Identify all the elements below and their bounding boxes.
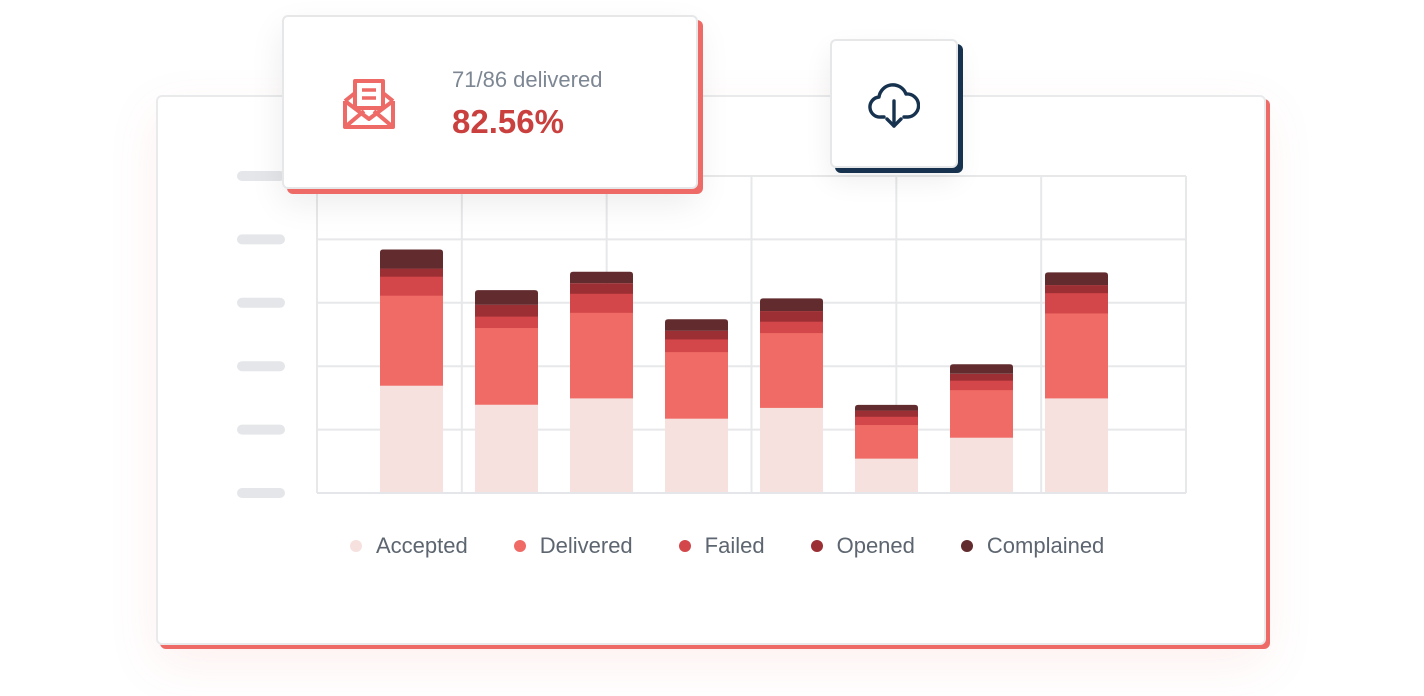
bar-segment-accepted: [570, 397, 633, 494]
y-tick-placeholder: [237, 424, 285, 435]
bar-segment-failed: [1045, 292, 1108, 314]
bar-segment-accepted: [855, 458, 918, 494]
stacked-bar-chart: [237, 171, 1187, 498]
bar-segment-complained: [380, 249, 443, 269]
legend-swatch: [350, 540, 362, 552]
bar-segment-delivered: [1045, 312, 1108, 399]
bar-segment-accepted: [1045, 397, 1108, 494]
legend-label: Delivered: [539, 533, 633, 558]
bar-segment-complained: [570, 271, 633, 284]
legend-label: Failed: [704, 533, 765, 558]
bar-segment-opened: [950, 373, 1013, 381]
y-tick-placeholder: [237, 361, 285, 372]
legend-swatch: [513, 540, 526, 552]
bar-segment-opened: [665, 330, 728, 340]
bar-segment-failed: [570, 293, 633, 313]
legend-item-opened: Opened: [810, 533, 915, 559]
download-button[interactable]: [830, 39, 958, 168]
envelope-icon: [343, 79, 395, 129]
bar-segment-accepted: [380, 385, 443, 494]
cloud-download-icon: [868, 83, 920, 128]
bar-segment-complained: [855, 404, 918, 411]
bar-segment-complained: [475, 290, 538, 305]
bar-segment-opened: [380, 268, 443, 277]
bar-segment-failed: [475, 316, 538, 329]
legend-item-accepted: Accepted: [350, 533, 468, 559]
bar-segment-complained: [950, 364, 1013, 374]
legend-swatch: [960, 540, 973, 552]
bar-segment-failed: [665, 338, 728, 353]
bar-segment-failed: [760, 321, 823, 334]
y-tick-placeholder: [237, 171, 285, 181]
bar-segment-delivered: [760, 332, 823, 408]
bar-segment-opened: [1045, 285, 1108, 294]
bar-segment-delivered: [950, 389, 1013, 438]
bar-segment-delivered: [570, 312, 633, 399]
y-tick-placeholder: [237, 297, 285, 308]
bar-segment-delivered: [475, 327, 538, 405]
bar-segment-complained: [1045, 272, 1108, 286]
legend-item-complained: Complained: [960, 533, 1105, 559]
y-tick-placeholder: [237, 488, 285, 498]
bar-segment-opened: [570, 283, 633, 294]
y-tick-placeholder: [237, 234, 285, 245]
legend-item-failed: Failed: [678, 533, 765, 559]
chart-legend: Accepted Delivered Failed Opened Complained: [350, 530, 1150, 562]
legend-label: Complained: [986, 533, 1105, 558]
bar-segment-accepted: [760, 407, 823, 494]
delivered-count: 71/86 delivered: [452, 67, 603, 92]
legend-label: Accepted: [376, 533, 468, 558]
legend-swatch: [810, 540, 823, 552]
legend-swatch: [678, 540, 691, 552]
bar-segment-delivered: [380, 295, 443, 386]
bar-segment-opened: [855, 410, 918, 417]
legend-item-delivered: Delivered: [513, 533, 633, 559]
bar-segment-opened: [760, 311, 823, 322]
bar-segment-opened: [475, 304, 538, 317]
bar-segment-failed: [380, 276, 443, 296]
bar-segment-complained: [665, 319, 728, 331]
legend-label: Opened: [836, 533, 915, 558]
delivery-stat-card: 71/86 delivered 82.56%: [282, 15, 698, 189]
bar-segment-delivered: [665, 351, 728, 419]
bar-segment-accepted: [950, 437, 1013, 494]
bar-segment-delivered: [855, 424, 918, 459]
delivery-rate: 82.56%: [452, 103, 564, 140]
bar-segment-accepted: [665, 418, 728, 494]
bar-segment-failed: [950, 380, 1013, 391]
bar-segment-failed: [855, 416, 918, 426]
bar-segment-complained: [760, 298, 823, 312]
bar-segment-accepted: [475, 404, 538, 494]
chart-card: Accepted Delivered Failed Opened Complained: [156, 95, 1266, 645]
